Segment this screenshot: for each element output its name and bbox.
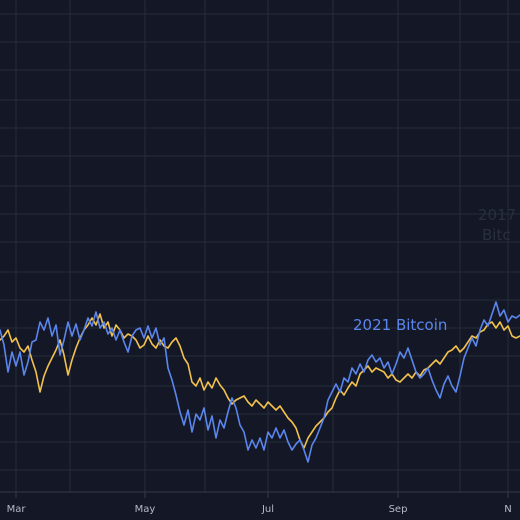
x-tick-label-n: N <box>504 504 511 515</box>
annotation-layer: 2021 Bitcoin 2017 Bitc <box>353 206 516 334</box>
x-tick-label-jul: Jul <box>261 504 274 515</box>
x-tick-label-may: May <box>135 504 156 515</box>
x-tick-label-mar: Mar <box>7 504 27 515</box>
x-axis: Mar May Jul Sep N <box>0 491 520 515</box>
series-line-comparison <box>0 313 520 449</box>
grid-lines <box>0 0 520 492</box>
faint-label-2017: 2017 <box>478 206 516 224</box>
series-line-2021-bitcoin <box>0 301 520 463</box>
x-tick-label-sep: Sep <box>389 504 408 515</box>
series-label-2021-bitcoin: 2021 Bitcoin <box>353 316 447 334</box>
series-layer <box>0 301 520 463</box>
faint-label-bitc: Bitc <box>482 226 511 244</box>
